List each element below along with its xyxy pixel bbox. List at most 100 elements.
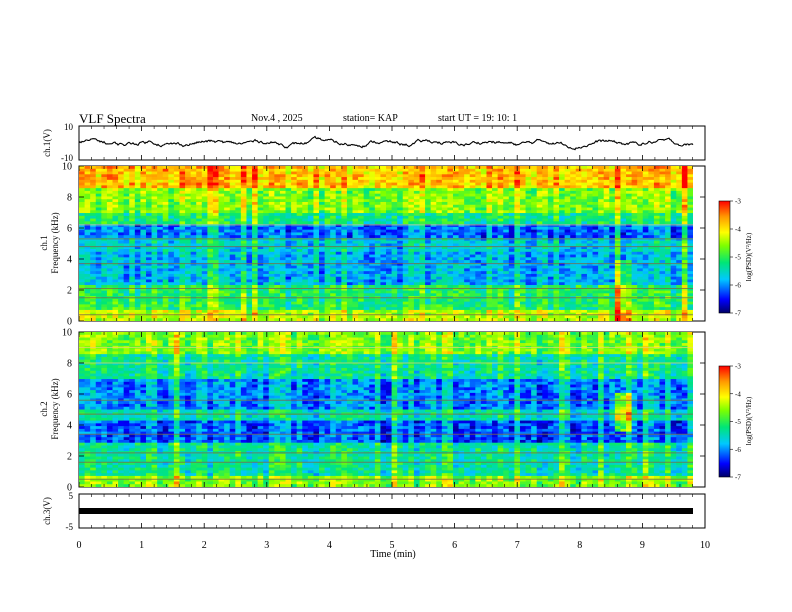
spectrogram-cell (430, 240, 437, 244)
spectrogram-cell (162, 185, 169, 189)
spectrogram-cell (436, 215, 443, 219)
spectrogram-cell (430, 243, 437, 247)
spectrogram-cell (525, 171, 532, 175)
spectrogram-cell (79, 199, 85, 203)
spectrogram-cell (252, 182, 259, 186)
spectrogram-cell (497, 243, 504, 247)
spectrogram-cell (218, 188, 225, 192)
spectrogram-cell (352, 243, 359, 247)
spectrogram-cell (341, 257, 348, 261)
spectrogram-cell (681, 235, 688, 239)
spectrogram-cell (475, 285, 482, 289)
spectrogram-cell (319, 224, 325, 228)
spectrogram-cell (553, 210, 560, 214)
spectrogram-cell (335, 207, 342, 211)
spectrogram-cell (626, 204, 632, 208)
spectrogram-cell (620, 199, 627, 203)
spectrogram-cell (402, 166, 409, 170)
spectrogram-cell (648, 221, 655, 225)
spectrogram-cell (129, 174, 136, 178)
spectrogram-cell (386, 235, 392, 239)
spectrogram-cell (581, 210, 588, 214)
spectrogram-cell (508, 262, 515, 267)
spectrogram-cell (374, 188, 381, 192)
spectrogram-cell (508, 285, 515, 289)
spectrogram-cell (570, 279, 577, 283)
spectrogram-cell (224, 185, 231, 189)
spectrogram-cell (603, 240, 610, 244)
spectrogram-cell (419, 268, 426, 272)
spectrogram-cell (676, 251, 683, 255)
spectrogram-cell (246, 221, 253, 225)
spectrogram-cell (101, 237, 108, 242)
spectrogram-cell (603, 276, 610, 280)
spectrogram-cell (598, 213, 605, 217)
spectrogram-cell (173, 190, 180, 195)
spectrogram-cell (609, 257, 616, 261)
spectrogram-cell (492, 246, 499, 250)
spectrogram-cell (687, 229, 693, 233)
spectrogram-cell (179, 273, 186, 278)
spectrogram-cell (458, 282, 465, 286)
spectrogram-cell (452, 265, 459, 269)
spectrogram-cell (268, 251, 275, 255)
spectrogram-cell (263, 232, 270, 236)
spectrogram-cell (145, 240, 152, 244)
spectrogram-cell (653, 193, 660, 197)
spectrogram-cell (201, 287, 208, 291)
spectrogram-cell (408, 273, 415, 278)
spectrogram-cell (609, 171, 616, 175)
spectrogram-cell (436, 171, 443, 175)
spectrogram-cell (173, 185, 180, 189)
spectrogram-cell (352, 171, 359, 175)
spectrogram-cell (458, 285, 465, 289)
spectrogram-cell (642, 168, 649, 172)
spectrogram-cell (586, 201, 593, 206)
spectrogram-cell (397, 207, 404, 211)
spectrogram-cell (637, 240, 644, 244)
spectrogram-cell (508, 185, 515, 189)
spectrogram-cell (162, 177, 169, 181)
spectrogram-cell (631, 226, 638, 231)
spectrogram-cell (257, 243, 264, 247)
spectrogram-cell (475, 177, 482, 181)
spectrogram-cell (603, 224, 610, 228)
spectrogram-cell (162, 290, 169, 294)
spectrogram-cell (240, 282, 247, 286)
spectrogram-cell (346, 193, 353, 197)
spectrogram-cell (374, 179, 381, 184)
spectrogram-cell (106, 166, 113, 170)
spectrogram-cell (464, 210, 471, 214)
spectrogram-cell (469, 268, 476, 272)
spectrogram-cell (346, 262, 353, 267)
spectrogram-cell (246, 282, 253, 286)
spectrogram-cell (330, 221, 337, 225)
spectrogram-cell (402, 273, 409, 278)
spectrogram-cell (564, 273, 571, 278)
spectrogram-cell (486, 204, 493, 208)
spectrogram-cell (425, 171, 432, 175)
spectrogram-cell (464, 257, 471, 261)
spectrogram-cell (224, 268, 231, 272)
spectrogram-cell (475, 196, 482, 200)
spectrogram-cell (687, 271, 693, 275)
spectrogram-cell (190, 210, 197, 214)
spectrogram-cell (168, 201, 175, 206)
spectrogram-cell (151, 240, 158, 244)
spectrogram-cell (458, 260, 465, 264)
spectrogram-cell (648, 243, 655, 247)
spectrogram-cell (620, 215, 627, 219)
spectrogram-cell (592, 276, 599, 280)
spectrogram-cell (614, 168, 621, 172)
spectrogram-cell (268, 271, 275, 275)
spectrogram-cell (134, 226, 141, 231)
spectrogram-cell (207, 221, 214, 225)
spectrogram-cell (123, 210, 130, 214)
spectrogram-cell (670, 251, 677, 255)
spectrogram-cell (564, 204, 571, 208)
spectrogram-cell (157, 213, 164, 217)
spectrogram-cell (653, 190, 660, 195)
spectrogram-cell (374, 257, 381, 261)
spectrogram-cell (374, 271, 381, 275)
spectrogram-cell (307, 171, 314, 175)
